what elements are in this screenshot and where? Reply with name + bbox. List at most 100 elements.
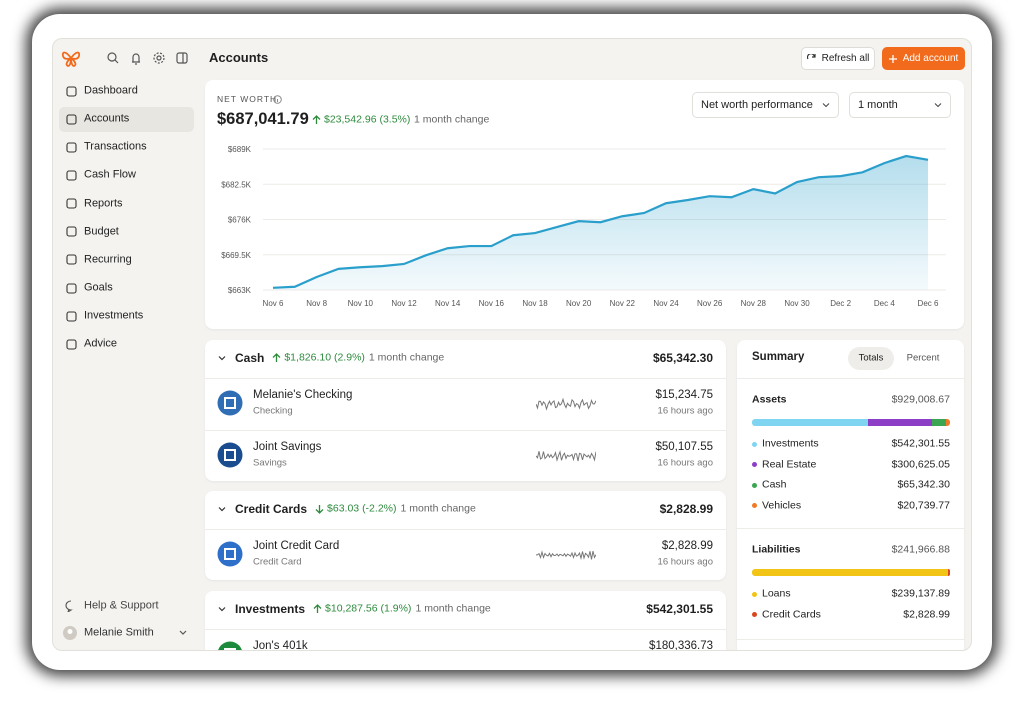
divider bbox=[205, 629, 726, 630]
sparkline-path bbox=[536, 550, 596, 561]
group-name[interactable]: Cash bbox=[235, 350, 265, 365]
nav-item[interactable]: Dashboard bbox=[84, 84, 138, 97]
group-name[interactable]: Investments bbox=[235, 601, 306, 616]
divider bbox=[737, 378, 964, 379]
nav-item[interactable]: Recurring bbox=[84, 253, 132, 266]
logo bbox=[61, 51, 81, 67]
nav-item[interactable]: Goals bbox=[84, 281, 113, 294]
group-period: 1 month change bbox=[368, 351, 445, 364]
logo-mark bbox=[224, 449, 236, 461]
divider bbox=[205, 378, 726, 379]
chevron bbox=[218, 607, 226, 612]
help-icon bbox=[65, 600, 73, 612]
x-tick-label: Nov 12 bbox=[391, 299, 417, 308]
period-select[interactable]: 1 month bbox=[849, 92, 951, 118]
arrow-shape bbox=[312, 115, 321, 124]
nav-item[interactable]: Budget bbox=[84, 225, 119, 238]
legend-dot bbox=[752, 503, 757, 508]
nav-icon-shape bbox=[66, 311, 77, 322]
nav-active bbox=[59, 106, 194, 132]
account-balance: $2,828.99 bbox=[661, 540, 713, 553]
avatar bbox=[63, 626, 77, 640]
summary-tab[interactable]: Totals bbox=[858, 352, 884, 364]
chevron bbox=[934, 103, 942, 108]
bar-segment bbox=[947, 569, 950, 576]
x-tick-label: Dec 2 bbox=[830, 299, 851, 308]
account-name[interactable]: Joint Savings bbox=[253, 441, 322, 454]
change-arrow bbox=[272, 353, 281, 362]
group-change: $1,826.10 (2.9%) bbox=[284, 351, 365, 364]
y-tick-label: $689K bbox=[228, 145, 252, 154]
nav-item[interactable]: Advice bbox=[84, 337, 118, 350]
refresh-icon bbox=[806, 54, 816, 60]
group-name[interactable]: Credit Cards bbox=[235, 501, 308, 516]
collapse-chevron[interactable] bbox=[218, 505, 226, 513]
summary-tab[interactable]: Percent bbox=[906, 352, 940, 364]
legend-dot bbox=[752, 591, 757, 597]
section-total: $241,966.88 bbox=[891, 543, 950, 556]
nav-item[interactable]: Accounts bbox=[84, 112, 130, 125]
nav-item[interactable]: Reports bbox=[84, 197, 123, 209]
nav-icon-shape bbox=[66, 142, 77, 153]
nav-icon bbox=[66, 254, 77, 265]
user-chevron[interactable] bbox=[179, 629, 187, 637]
nav-icon-shape bbox=[66, 226, 77, 237]
bar-segment bbox=[945, 419, 950, 426]
help-link[interactable]: Help & Support bbox=[84, 599, 159, 612]
user-name[interactable]: Melanie Smith bbox=[84, 626, 154, 639]
metric-select[interactable]: Net worth performance bbox=[692, 92, 839, 118]
info-icon bbox=[273, 95, 282, 104]
section-total: $929,008.67 bbox=[891, 393, 950, 406]
item-name: Investments bbox=[762, 437, 819, 450]
item-value: $2,828.99 bbox=[903, 608, 950, 621]
x-tick-label: Nov 28 bbox=[741, 299, 767, 308]
group-change: $63.03 (-2.2%) bbox=[327, 502, 397, 515]
refresh-button[interactable]: Refresh all bbox=[801, 47, 875, 70]
group-period: 1 month change bbox=[415, 602, 491, 615]
section-name: Assets bbox=[752, 393, 787, 406]
nav-item[interactable]: Investments bbox=[84, 309, 144, 322]
item-value: $542,301.55 bbox=[891, 437, 950, 450]
account-name[interactable]: Jon's 401k bbox=[253, 640, 308, 651]
legend-dot bbox=[752, 441, 757, 447]
y-tick-label: $663K bbox=[228, 286, 252, 295]
nav-icon bbox=[66, 142, 77, 153]
add-account-button[interactable]: Add account bbox=[882, 47, 965, 70]
net-worth-value: $687,041.79 bbox=[217, 110, 309, 129]
nav-item[interactable]: Cash Flow bbox=[84, 168, 136, 181]
change-amount: $23,542.96 (3.5%) bbox=[324, 113, 411, 126]
nav-icon bbox=[66, 170, 77, 181]
toolbar-icons[interactable] bbox=[106, 51, 190, 65]
nav-icon bbox=[66, 282, 77, 294]
item-value: $65,342.30 bbox=[897, 478, 950, 491]
y-tick-label: $669.5K bbox=[221, 251, 251, 260]
bar-segment bbox=[752, 419, 868, 426]
account-name[interactable]: Joint Credit Card bbox=[253, 540, 340, 553]
plus-icon bbox=[888, 54, 897, 63]
x-tick-label: Dec 4 bbox=[874, 299, 895, 308]
nav-icon-shape bbox=[66, 170, 77, 181]
tab-active bbox=[848, 347, 894, 370]
logo-circle bbox=[217, 442, 243, 468]
net-worth-card: NET WORTH $687,041.79 Net worth performa… bbox=[205, 80, 964, 329]
account-group-card: Credit Cards $63.03 (-2.2%) 1 month change… bbox=[205, 491, 726, 580]
x-tick-label: Nov 26 bbox=[697, 299, 723, 308]
nav-icon-shape bbox=[66, 282, 77, 294]
x-tick-label: Nov 16 bbox=[479, 299, 505, 308]
logo-mark bbox=[224, 548, 236, 560]
sparkline bbox=[536, 647, 596, 651]
sparkline-path bbox=[536, 450, 596, 463]
y-tick-label: $676K bbox=[228, 216, 252, 225]
account-name[interactable]: Melanie's Checking bbox=[253, 389, 353, 402]
account-logo bbox=[217, 442, 243, 468]
sparkline-path bbox=[536, 650, 596, 651]
logo-mark bbox=[224, 397, 236, 409]
collapse-chevron[interactable] bbox=[218, 605, 226, 613]
collapse-chevron[interactable] bbox=[218, 354, 226, 362]
account-updated: 16 hours ago bbox=[657, 556, 713, 568]
account-balance: $180,336.73 bbox=[649, 640, 713, 651]
divider bbox=[737, 639, 964, 640]
x-tick-label: Nov 14 bbox=[435, 299, 461, 308]
nav-item[interactable]: Transactions bbox=[84, 140, 147, 153]
item-name: Vehicles bbox=[762, 499, 802, 512]
